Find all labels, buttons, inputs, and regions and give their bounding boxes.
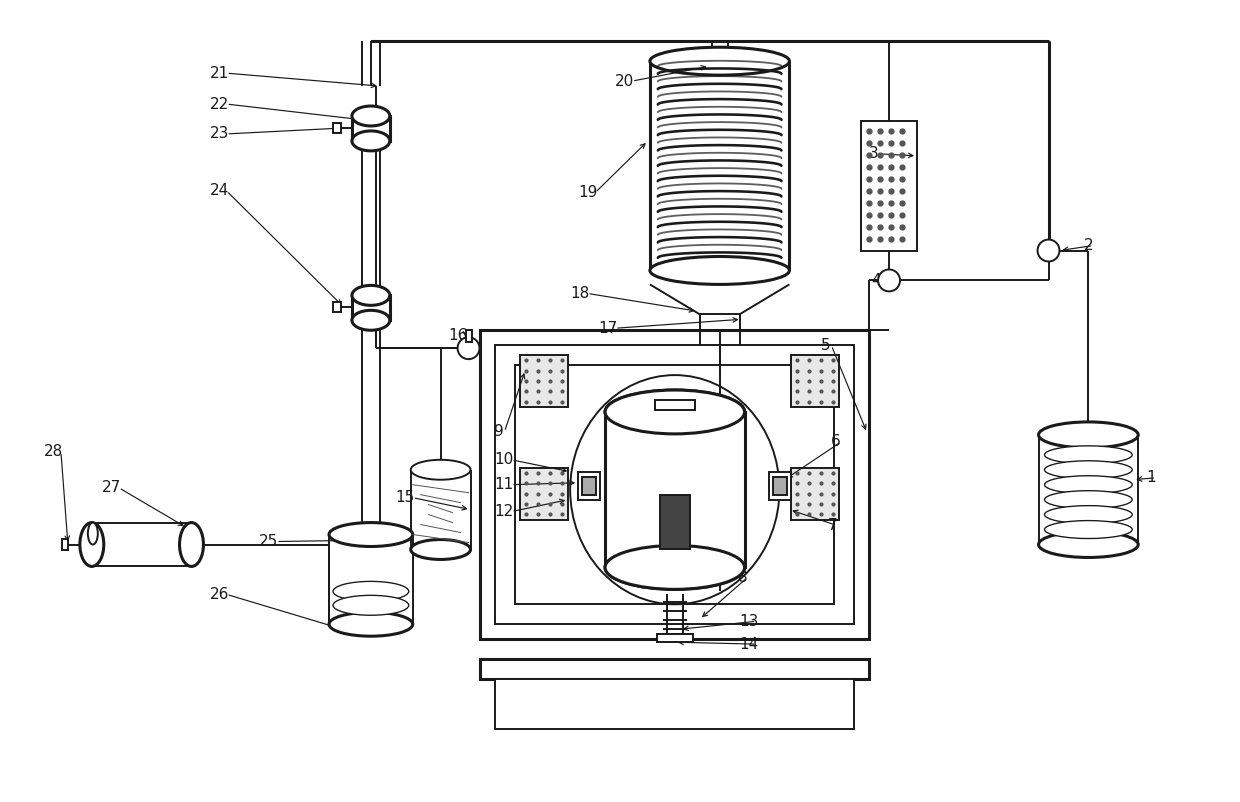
Bar xyxy=(657,634,693,642)
Bar xyxy=(480,659,869,679)
Ellipse shape xyxy=(352,131,389,151)
Text: 8: 8 xyxy=(738,570,748,585)
Text: 14: 14 xyxy=(739,637,759,652)
Text: 12: 12 xyxy=(495,504,513,519)
Text: 19: 19 xyxy=(578,185,598,200)
Ellipse shape xyxy=(329,523,413,546)
Text: 5: 5 xyxy=(821,338,831,353)
Text: 2: 2 xyxy=(1084,238,1092,253)
Bar xyxy=(791,468,839,520)
Ellipse shape xyxy=(605,390,744,434)
Bar xyxy=(496,345,854,624)
Bar xyxy=(605,412,744,568)
Text: 6: 6 xyxy=(831,435,841,449)
Ellipse shape xyxy=(1044,461,1132,479)
Ellipse shape xyxy=(650,257,790,285)
Text: 23: 23 xyxy=(210,127,229,141)
Text: 26: 26 xyxy=(210,587,229,602)
Circle shape xyxy=(458,337,480,359)
Text: 28: 28 xyxy=(43,444,63,460)
Bar xyxy=(352,295,389,320)
Bar xyxy=(521,355,568,407)
Ellipse shape xyxy=(334,595,409,615)
Ellipse shape xyxy=(605,390,744,434)
Text: 17: 17 xyxy=(598,321,618,336)
Ellipse shape xyxy=(352,106,389,126)
Text: 18: 18 xyxy=(570,286,589,301)
Ellipse shape xyxy=(605,545,744,589)
Bar xyxy=(352,116,389,141)
Text: 15: 15 xyxy=(396,490,415,505)
Bar xyxy=(660,495,689,549)
Ellipse shape xyxy=(79,523,104,566)
Ellipse shape xyxy=(650,47,790,75)
Bar xyxy=(465,330,471,342)
Text: 13: 13 xyxy=(739,614,759,629)
Circle shape xyxy=(1038,240,1059,261)
Ellipse shape xyxy=(352,286,389,306)
Text: 27: 27 xyxy=(102,480,122,495)
Ellipse shape xyxy=(352,310,389,330)
Bar xyxy=(334,123,341,133)
Text: 4: 4 xyxy=(872,273,880,288)
Ellipse shape xyxy=(329,612,413,636)
Bar xyxy=(480,330,869,639)
Ellipse shape xyxy=(1044,520,1132,538)
Text: 16: 16 xyxy=(449,328,467,342)
Bar xyxy=(334,302,341,312)
Bar xyxy=(496,679,854,729)
Text: 11: 11 xyxy=(495,477,513,492)
Text: 9: 9 xyxy=(495,424,505,439)
Bar xyxy=(578,472,600,500)
Ellipse shape xyxy=(334,581,409,602)
Bar xyxy=(62,538,68,550)
Bar xyxy=(521,468,568,520)
Circle shape xyxy=(878,269,900,291)
Ellipse shape xyxy=(410,460,470,480)
Bar xyxy=(861,121,916,250)
Ellipse shape xyxy=(1039,422,1138,448)
Text: 10: 10 xyxy=(495,452,513,468)
Bar xyxy=(582,476,596,495)
Ellipse shape xyxy=(88,523,98,545)
Bar xyxy=(655,400,694,410)
Ellipse shape xyxy=(1044,505,1132,524)
Ellipse shape xyxy=(180,523,203,566)
Text: 7: 7 xyxy=(827,518,837,533)
Ellipse shape xyxy=(1044,491,1132,508)
Text: 1: 1 xyxy=(1146,470,1156,485)
Bar xyxy=(516,365,835,604)
Ellipse shape xyxy=(1039,532,1138,557)
Ellipse shape xyxy=(1044,476,1132,494)
Ellipse shape xyxy=(1044,446,1132,464)
Bar xyxy=(791,355,839,407)
Ellipse shape xyxy=(605,545,744,589)
Text: 3: 3 xyxy=(869,146,879,161)
Bar xyxy=(770,472,791,500)
Text: 20: 20 xyxy=(615,74,635,88)
Text: 22: 22 xyxy=(210,96,228,111)
Text: 24: 24 xyxy=(210,183,228,198)
Bar xyxy=(774,476,787,495)
Text: 25: 25 xyxy=(259,534,279,549)
Ellipse shape xyxy=(410,540,470,560)
Text: 21: 21 xyxy=(210,66,228,81)
